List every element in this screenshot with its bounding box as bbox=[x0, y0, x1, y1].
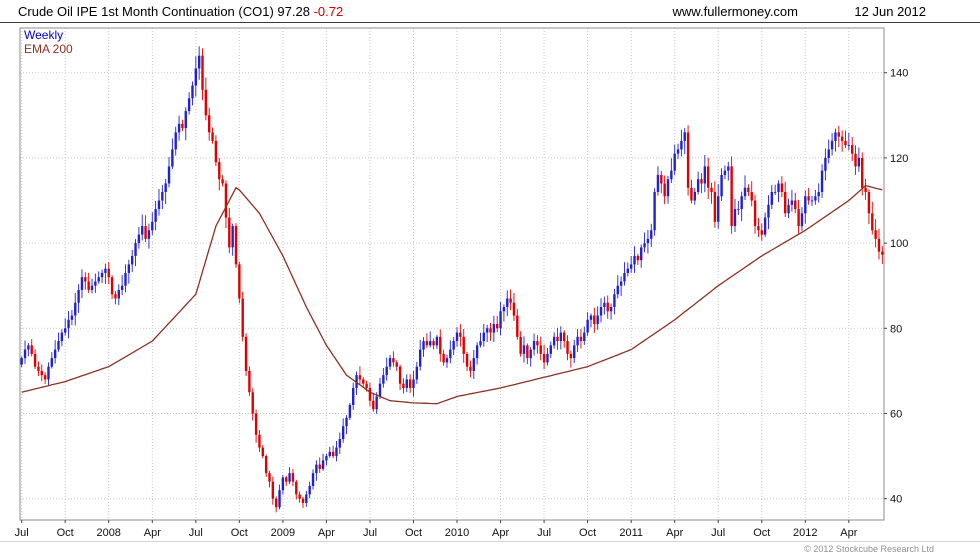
candlestick-series bbox=[20, 46, 884, 513]
copyright: © 2012 Stockcube Research Ltd bbox=[804, 544, 934, 554]
legend-timeframe: Weekly bbox=[24, 28, 64, 42]
svg-text:Jul: Jul bbox=[189, 527, 203, 539]
svg-text:2011: 2011 bbox=[619, 527, 643, 539]
svg-text:Jul: Jul bbox=[711, 527, 725, 539]
svg-text:Oct: Oct bbox=[753, 527, 770, 539]
svg-text:80: 80 bbox=[890, 323, 902, 335]
chart-date: 12 Jun 2012 bbox=[854, 4, 926, 19]
price-change: -0.72 bbox=[313, 4, 344, 19]
svg-text:2008: 2008 bbox=[96, 527, 120, 539]
chart-area: 40 60 80 100 120 140 Jul Oct 2008 Apr Jul Oct 2009 Ap… bbox=[0, 22, 980, 560]
svg-text:2010: 2010 bbox=[445, 527, 469, 539]
candlestick-chart: 40 60 80 100 120 140 Jul Oct 2008 Apr Jul Oct 2009 Ap… bbox=[0, 22, 980, 560]
y-axis-labels: 40 60 80 100 120 140 bbox=[884, 68, 908, 506]
svg-text:Apr: Apr bbox=[840, 527, 857, 539]
svg-text:Oct: Oct bbox=[231, 527, 248, 539]
svg-text:Oct: Oct bbox=[579, 527, 596, 539]
x-axis-labels: Jul Oct 2008 Apr Jul Oct 2009 Apr Jul Oct 2010 Apr J… bbox=[15, 520, 858, 539]
svg-text:Apr: Apr bbox=[144, 527, 161, 539]
site-url: www.fullermoney.com bbox=[672, 4, 798, 19]
footer-divider bbox=[0, 541, 980, 542]
svg-text:Apr: Apr bbox=[318, 527, 335, 539]
svg-text:100: 100 bbox=[890, 238, 908, 250]
legend-ema-200: EMA 200 bbox=[24, 42, 73, 56]
svg-text:Jul: Jul bbox=[15, 527, 29, 539]
svg-text:Oct: Oct bbox=[405, 527, 422, 539]
plot-border bbox=[19, 27, 885, 521]
svg-text:Apr: Apr bbox=[492, 527, 509, 539]
chart-svg: 40 60 80 100 120 140 Jul Oct 2008 Apr Jul Oct 2009 Ap… bbox=[15, 27, 908, 539]
chart-title: Crude Oil IPE 1st Month Continuation (CO… bbox=[18, 4, 343, 19]
svg-text:60: 60 bbox=[890, 409, 902, 421]
svg-text:Apr: Apr bbox=[666, 527, 683, 539]
chart-header: Crude Oil IPE 1st Month Continuation (CO… bbox=[0, 0, 980, 23]
svg-text:2012: 2012 bbox=[793, 527, 817, 539]
instrument-title: Crude Oil IPE 1st Month Continuation (CO… bbox=[18, 4, 310, 19]
svg-text:Jul: Jul bbox=[363, 527, 377, 539]
ema-line bbox=[21, 184, 883, 405]
svg-text:120: 120 bbox=[890, 153, 908, 165]
svg-text:Jul: Jul bbox=[537, 527, 551, 539]
svg-text:140: 140 bbox=[890, 68, 908, 80]
grid bbox=[20, 28, 884, 520]
svg-text:40: 40 bbox=[890, 494, 902, 506]
svg-text:2009: 2009 bbox=[271, 527, 295, 539]
svg-text:Oct: Oct bbox=[57, 527, 74, 539]
